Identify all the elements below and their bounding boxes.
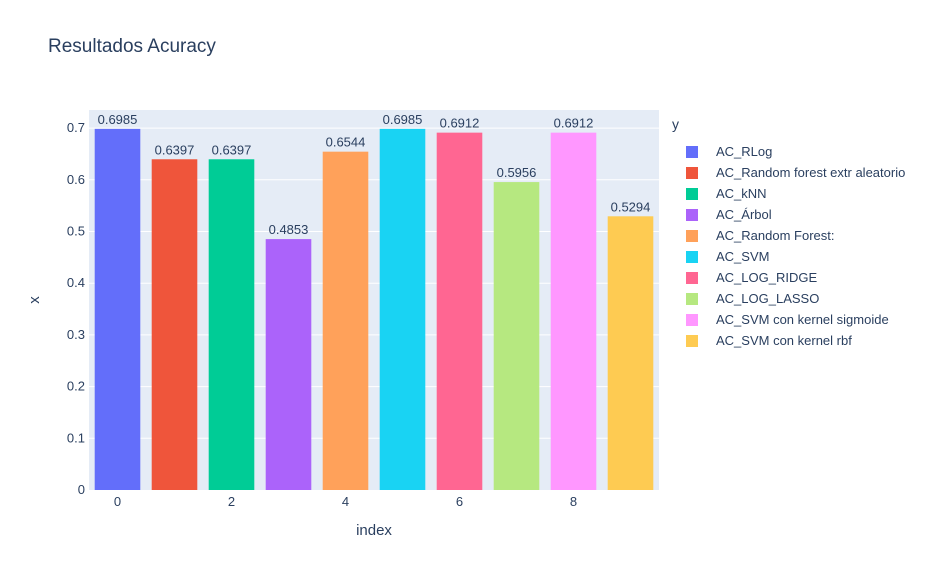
bars [94, 128, 654, 491]
legend-title: y [672, 116, 679, 132]
y-tick-label: 0 [78, 482, 85, 497]
legend-label: AC_Árbol [716, 207, 772, 222]
legend-label: AC_Random Forest: [716, 228, 835, 243]
legend-label: AC_SVM con kernel sigmoide [716, 312, 889, 327]
legend-item[interactable]: AC_RLog [672, 141, 905, 162]
legend-label: AC_SVM con kernel rbf [716, 333, 852, 348]
legend-label: AC_Random forest extr aleatorio [716, 165, 906, 180]
y-tick-label: 0.2 [67, 379, 85, 394]
data-label: 0.6397 [212, 142, 252, 157]
bar [151, 159, 198, 490]
legend-item[interactable]: AC_LOG_RIDGE [672, 267, 905, 288]
bar [322, 151, 369, 490]
legend-item[interactable]: AC_LOG_LASSO [672, 288, 905, 309]
legend-swatch [686, 208, 698, 221]
legend-label: AC_SVM [716, 249, 770, 264]
bar [607, 216, 654, 490]
legend-item[interactable]: AC_SVM con kernel rbf [672, 330, 905, 351]
legend-items: AC_RLog AC_Random forest extr aleatorio AC… [672, 141, 905, 351]
data-label: 0.6912 [440, 116, 480, 131]
legend-item[interactable]: AC_kNN [672, 183, 905, 204]
data-label: 0.6912 [554, 116, 594, 131]
legend-item[interactable]: AC_SVM [672, 246, 905, 267]
legend: y AC_RLog AC_Random forest extr aleatorio… [672, 116, 905, 351]
chart-title: Resultados Acuracy [48, 36, 216, 57]
legend-label: AC_RLog [716, 144, 773, 159]
legend-item[interactable]: AC_Random forest extr aleatorio [672, 162, 905, 183]
bar [379, 128, 426, 491]
legend-swatch [686, 145, 698, 158]
y-axis-label: x [26, 296, 43, 304]
legend-swatch [686, 250, 698, 263]
legend-swatch [686, 229, 698, 242]
y-tick-label: 0.5 [67, 223, 85, 238]
y-tick-label: 0.6 [67, 172, 85, 187]
data-label: 0.6985 [383, 112, 423, 127]
bar [265, 239, 312, 490]
x-axis-label: index [356, 522, 392, 539]
x-tick-label: 0 [114, 494, 121, 509]
y-tick-label: 0.3 [67, 327, 85, 342]
x-axis-ticks: 0 2 4 6 8 [114, 494, 577, 509]
legend-swatch [686, 292, 698, 305]
legend-swatch [686, 166, 698, 179]
x-tick-label: 6 [456, 494, 463, 509]
bar [94, 128, 141, 491]
x-tick-label: 4 [342, 494, 349, 509]
data-label: 0.5956 [497, 165, 537, 180]
legend-label: AC_LOG_RIDGE [716, 270, 818, 285]
y-tick-label: 0.1 [67, 430, 85, 445]
data-label: 0.6985 [98, 112, 138, 127]
bar [208, 159, 255, 490]
legend-label: AC_kNN [716, 186, 767, 201]
x-tick-label: 8 [570, 494, 577, 509]
legend-swatch [686, 271, 698, 284]
legend-label: AC_LOG_LASSO [716, 291, 820, 306]
y-tick-label: 0.7 [67, 120, 85, 135]
legend-item[interactable]: AC_Árbol [672, 204, 905, 225]
bar [550, 132, 597, 490]
bar [493, 182, 540, 491]
legend-swatch [686, 313, 698, 326]
legend-swatch [686, 334, 698, 347]
y-axis-ticks: 0 0.1 0.2 0.3 0.4 0.5 0.6 0.7 [67, 120, 85, 497]
data-label: 0.5294 [611, 199, 651, 214]
legend-item[interactable]: AC_SVM con kernel sigmoide [672, 309, 905, 330]
data-labels: 0.6985 0.6397 0.6397 0.4853 0.6544 0.6985 0.69… [98, 112, 651, 237]
legend-item[interactable]: AC_Random Forest: [672, 225, 905, 246]
legend-swatch [686, 187, 698, 200]
data-label: 0.6397 [155, 142, 195, 157]
data-label: 0.4853 [269, 222, 309, 237]
y-tick-label: 0.4 [67, 275, 85, 290]
x-tick-label: 2 [228, 494, 235, 509]
data-label: 0.6544 [326, 135, 366, 150]
bar [436, 132, 483, 490]
